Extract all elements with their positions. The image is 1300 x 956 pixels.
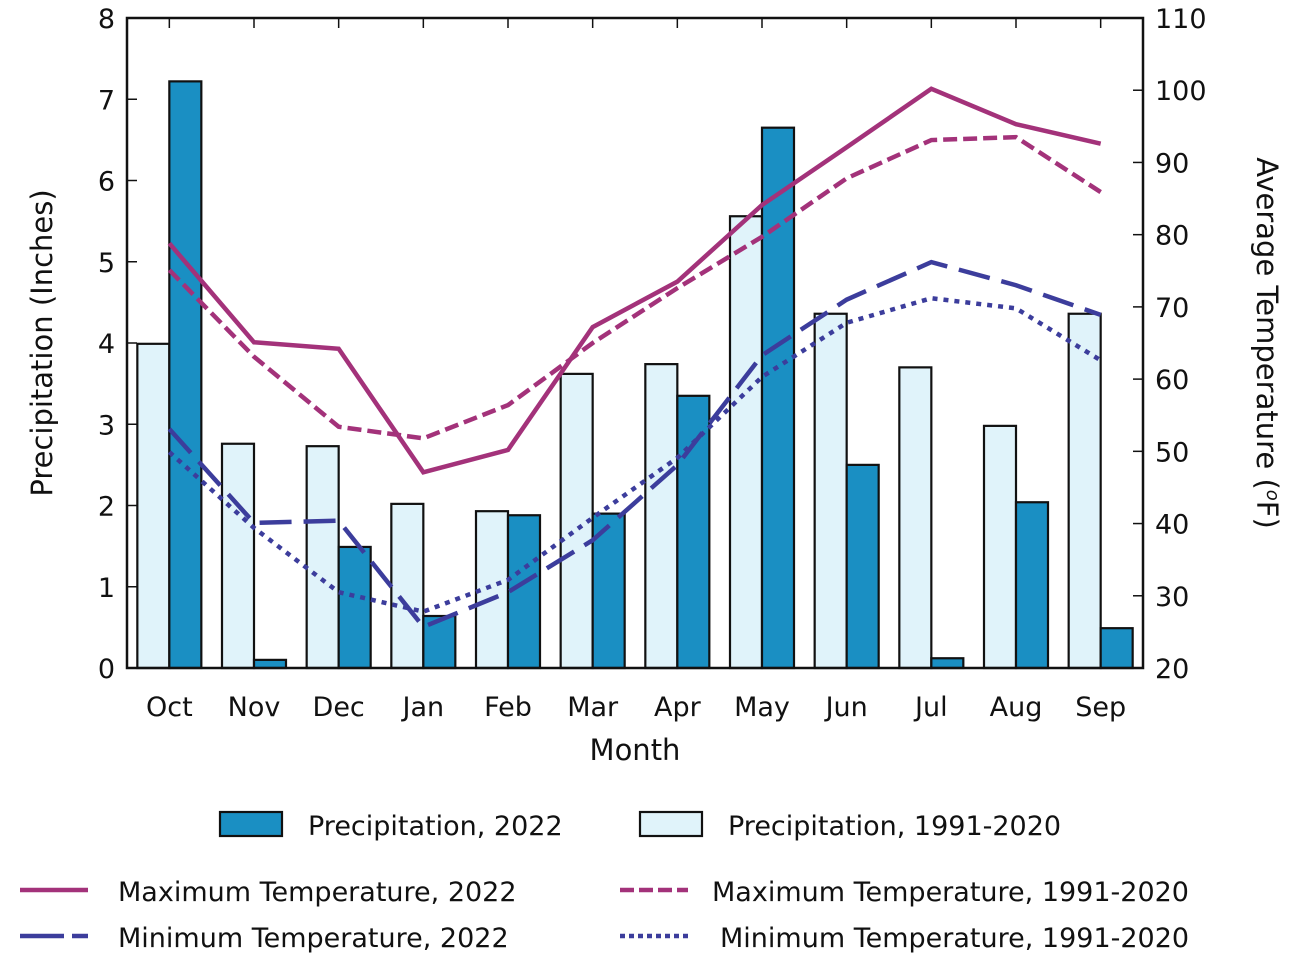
bar-precip-2022: [168, 80, 203, 670]
bar-precip-normal: [898, 366, 933, 670]
bar-precip-normal: [220, 442, 256, 670]
y2-tick-label: 30: [1155, 582, 1189, 613]
y2-tick-label: 50: [1155, 437, 1189, 468]
bar-precip-2022: [845, 463, 880, 670]
legend-item: Maximum Temperature, 2022: [20, 877, 517, 908]
y2-tick-label: 80: [1155, 221, 1189, 252]
y2-tick-label: 90: [1155, 148, 1189, 179]
y2-tick-label: 60: [1155, 365, 1189, 396]
legend-label: Maximum Temperature, 1991-2020: [712, 877, 1189, 908]
bar-precip-2022: [1099, 627, 1134, 670]
x-axis-title: Month: [590, 733, 681, 767]
y2-tick-label: 110: [1155, 4, 1207, 35]
y-tick-label: 6: [98, 167, 115, 198]
x-tick-label: Nov: [228, 692, 281, 723]
y-tick-label: 0: [98, 654, 115, 685]
legend-label: Precipitation, 1991-2020: [728, 811, 1061, 842]
bar-precip-normal: [982, 424, 1018, 670]
x-tick-label: Apr: [654, 692, 702, 723]
y2-axis-title-end: F): [1250, 501, 1284, 529]
legend-label: Minimum Temperature, 2022: [118, 923, 509, 954]
y2-tick-label: 100: [1155, 76, 1207, 107]
lines-layer: [167, 86, 1102, 630]
y-tick-label: 7: [98, 85, 115, 116]
y-tick-label: 3: [98, 410, 115, 441]
line-min-temp-2022: [167, 259, 1102, 630]
bar-precip-normal: [813, 312, 848, 670]
y-tick-label: 5: [98, 248, 115, 279]
legend-swatch: [638, 810, 704, 838]
bar-precip-normal: [1067, 312, 1102, 670]
legend-label: Maximum Temperature, 2022: [118, 877, 517, 908]
x-tick-label: Dec: [313, 692, 365, 723]
x-tick-label: Mar: [567, 692, 619, 723]
legend-swatch: [218, 810, 284, 838]
y-tick-label: 4: [98, 329, 115, 360]
y2-tick-label: 40: [1155, 510, 1189, 541]
y2-axis-title: Average Temperature (oF): [1250, 157, 1284, 529]
y-axis-title: Precipitation (Inches): [25, 189, 59, 496]
legend-item: Maximum Temperature, 1991-2020: [620, 877, 1189, 908]
y-tick-label: 1: [98, 573, 115, 604]
bars-layer: [136, 80, 1134, 670]
x-tick-label: Feb: [484, 692, 532, 723]
bar-precip-normal: [728, 215, 764, 670]
bar-precip-2022: [337, 545, 372, 670]
legend-label: Minimum Temperature, 1991-2020: [720, 923, 1189, 954]
legend: Precipitation, 2022 Precipitation, 1991-2…: [20, 810, 1189, 954]
y2-axis-title-sup: o: [1263, 490, 1284, 501]
legend-item: Precipitation, 1991-2020: [638, 810, 1061, 842]
x-tick-label: Jul: [913, 692, 948, 723]
bar-precip-normal: [644, 363, 679, 670]
y2-axis-title-main: Average Temperature (: [1250, 157, 1284, 490]
x-tick-label: Oct: [146, 692, 193, 723]
bar-precip-2022: [1014, 501, 1050, 670]
x-tick-label: Jun: [824, 692, 868, 723]
legend-item: Minimum Temperature, 1991-2020: [620, 923, 1189, 954]
legend-item: Precipitation, 2022: [218, 810, 563, 842]
bar-precip-2022: [760, 126, 796, 670]
y-tick-label: 2: [98, 492, 115, 523]
legend-label: Precipitation, 2022: [308, 811, 563, 842]
ticks-layer: 0 1 2 3 4 5 6 7 8 20 30 40 50 60 70 80 90 100 110 Oct Nov Dec…: [98, 4, 1207, 723]
bar-precip-2022: [506, 514, 542, 670]
x-tick-label: Aug: [990, 692, 1043, 723]
line-min-temp-normal: [167, 295, 1102, 615]
bar-precip-normal: [390, 502, 425, 670]
y-tick-label: 8: [98, 4, 115, 35]
bar-precip-normal: [474, 510, 510, 670]
bar-precip-normal: [136, 342, 171, 670]
line-max-temp-2022: [167, 86, 1102, 475]
bar-precip-normal: [305, 445, 340, 670]
y2-tick-label: 70: [1155, 293, 1189, 324]
x-tick-label: May: [734, 692, 790, 723]
bar-precip-2022: [930, 657, 965, 670]
y2-tick-label: 20: [1155, 654, 1189, 685]
bar-precip-2022: [591, 512, 626, 670]
x-tick-label: Sep: [1075, 692, 1126, 723]
x-tick-label: Jan: [401, 692, 445, 723]
line-max-temp-normal: [167, 134, 1102, 441]
bar-precip-2022: [676, 394, 711, 670]
legend-item: Minimum Temperature, 2022: [20, 923, 509, 954]
